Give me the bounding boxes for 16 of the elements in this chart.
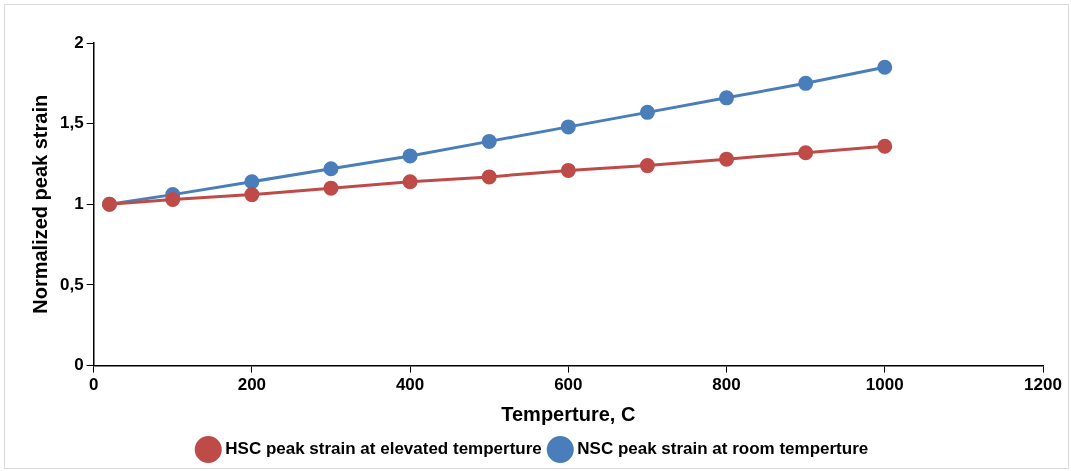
x-tick-label: 1000 (865, 375, 904, 395)
y-axis-title: Normalized peak strain (28, 94, 51, 314)
y-tick-label: 2 (74, 32, 84, 52)
y-tick-label: 1,5 (59, 113, 84, 133)
x-tick-label: 1200 (1024, 375, 1062, 395)
x-axis-title: Temperture, C (501, 402, 636, 425)
legend-label: NSC peak strain at room temperture (577, 439, 869, 459)
x-tick-label: 400 (395, 375, 425, 395)
x-tick-label: 200 (237, 375, 267, 395)
y-tick-label: 0 (74, 355, 84, 375)
x-tick-label: 800 (712, 375, 741, 395)
y-tick-label: 0,5 (59, 274, 84, 294)
y-tick-label: 1 (74, 193, 84, 213)
legend-label: HSC peak strain at elevated temperture (225, 439, 542, 459)
x-tick-label: 600 (554, 375, 583, 395)
x-tick-label: 0 (88, 375, 99, 395)
